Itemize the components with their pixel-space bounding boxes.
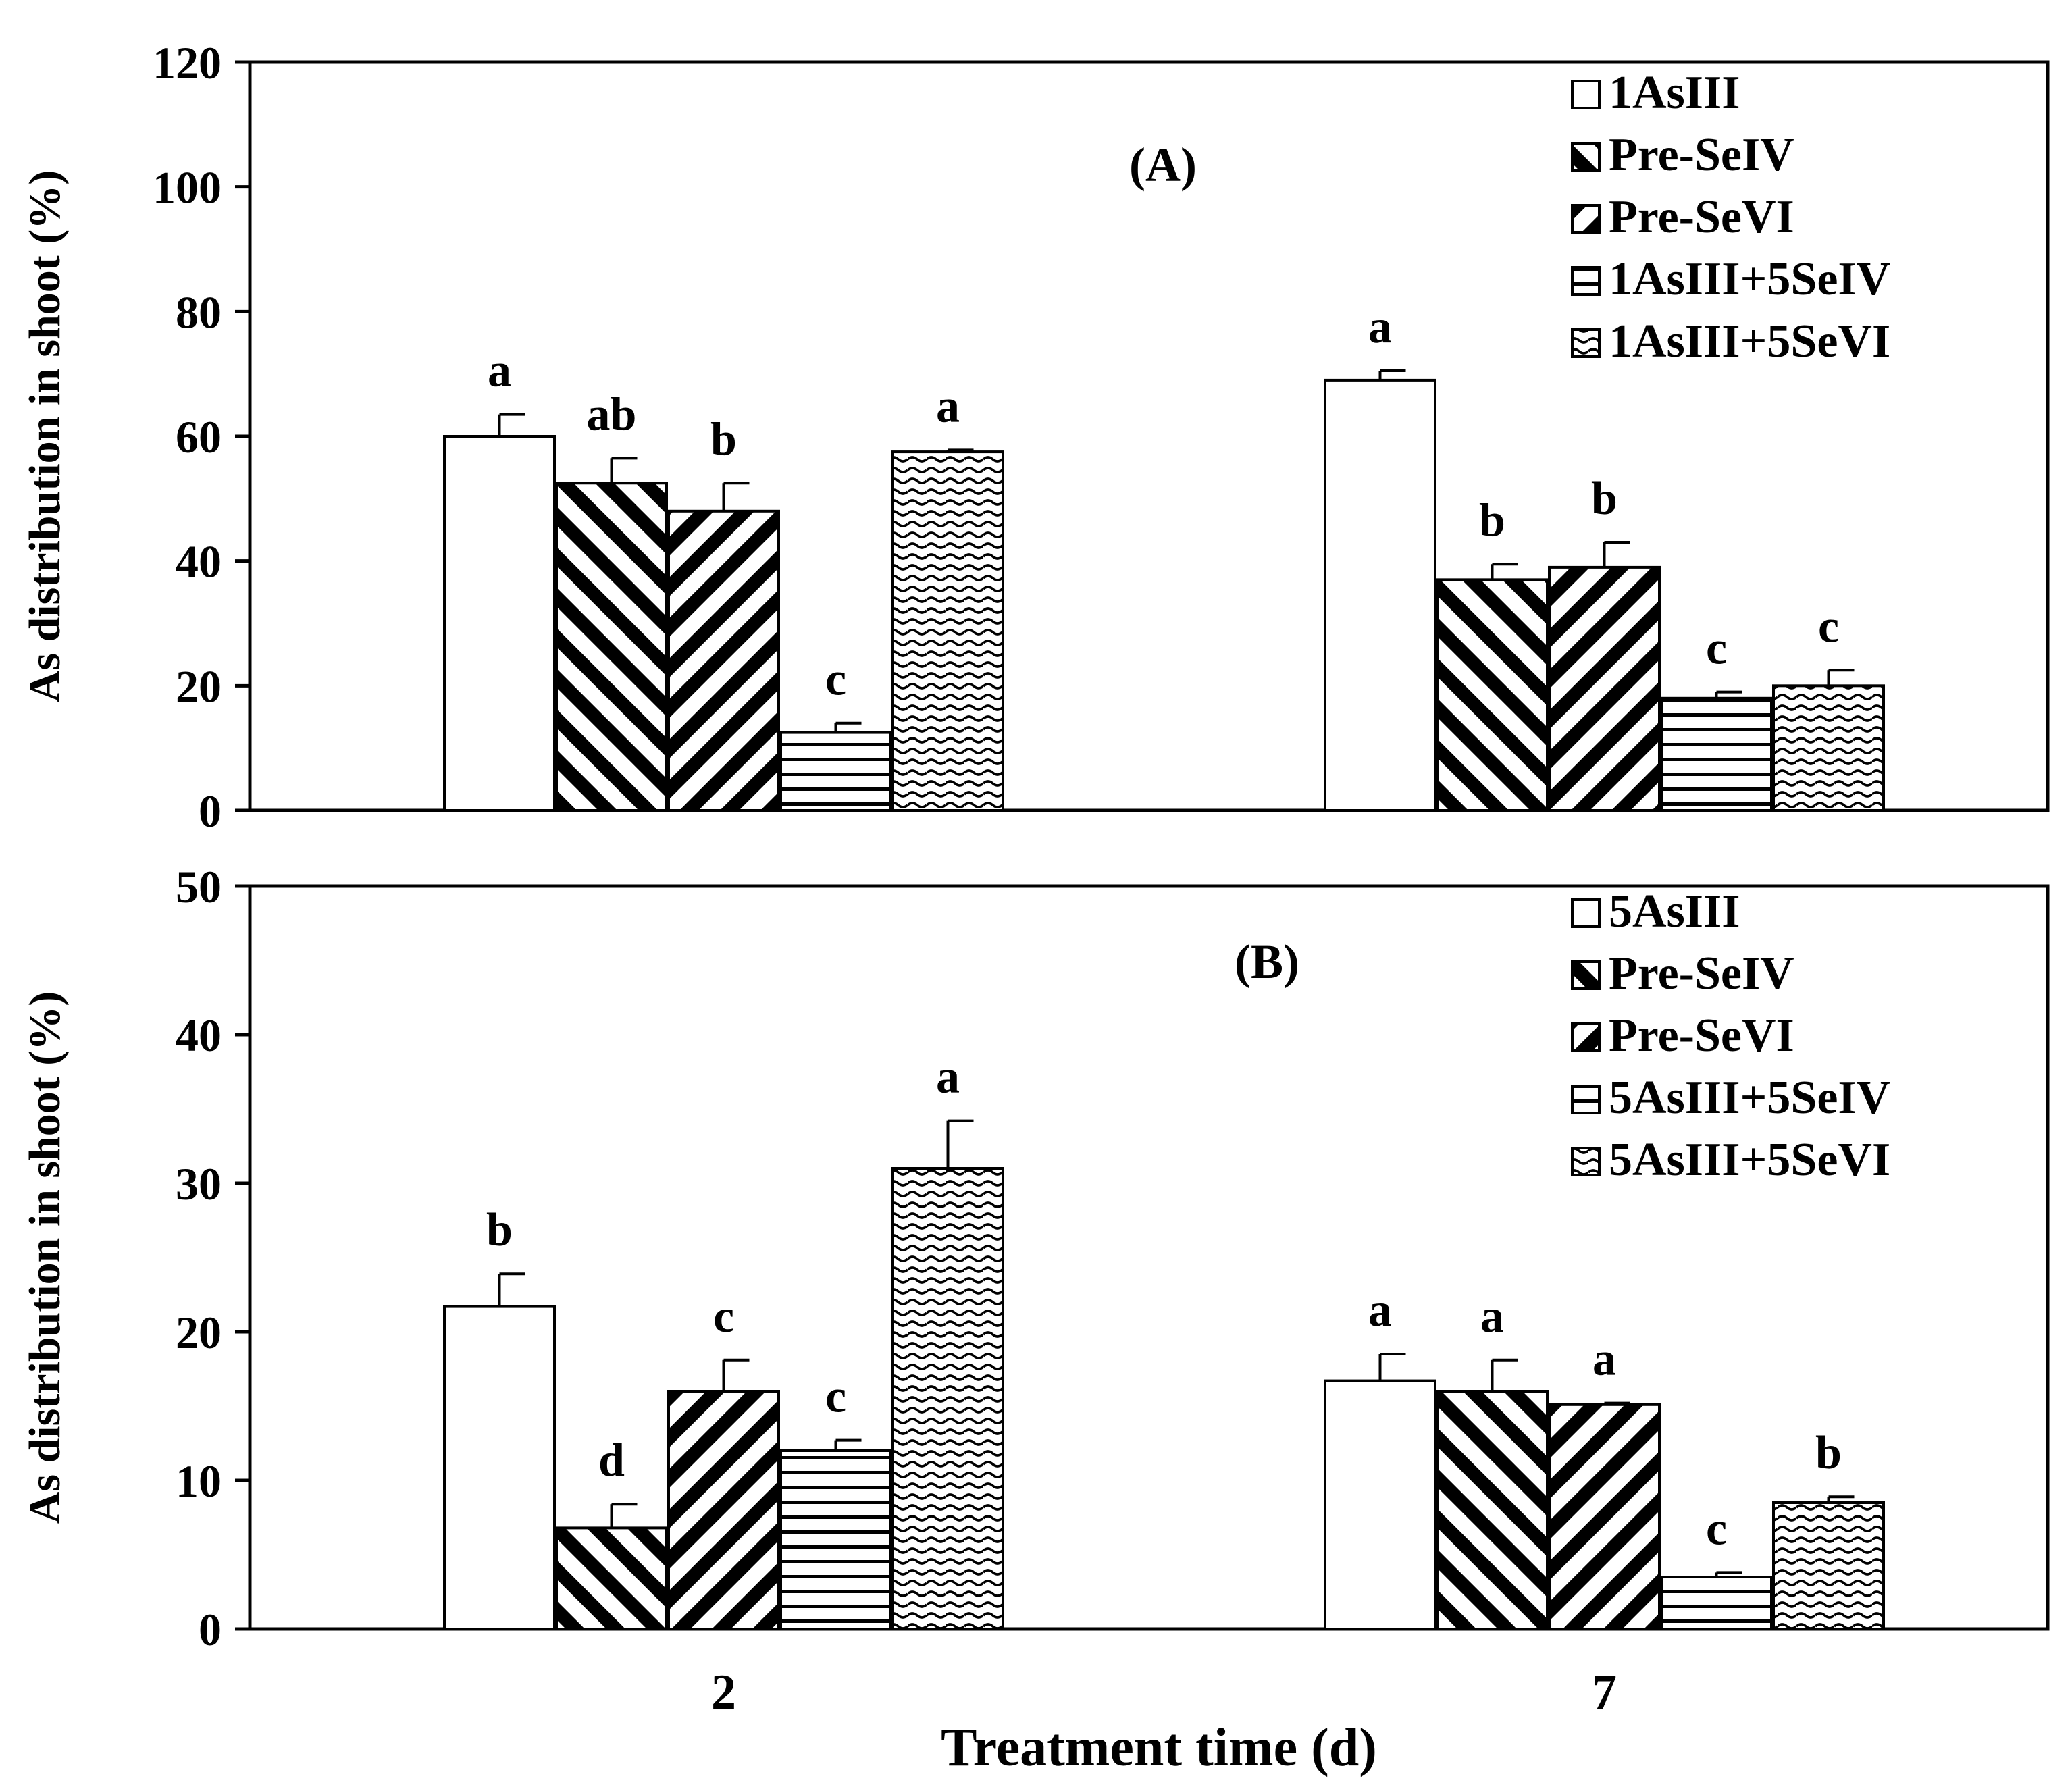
bar [1436, 578, 1549, 812]
legend-label: 1AsIII+5SeVI [1609, 315, 1890, 367]
significance-letter: c [713, 1291, 734, 1343]
x-tick-label: 7 [1592, 1665, 1617, 1720]
panel-b-chart: 0 10 20 30 40 50 As distribution in shoot (%) (… [20, 861, 2050, 1720]
legend-swatch [1571, 1085, 1601, 1114]
y-tick-label: 60 [176, 411, 222, 463]
significance-letter: c [825, 654, 846, 706]
legend-label: Pre-SeVI [1609, 191, 1794, 243]
bar [1324, 1379, 1436, 1630]
y-tick-label: 20 [176, 1307, 222, 1358]
y-tick-label: 10 [176, 1455, 222, 1507]
legend-label: Pre-SeIV [1609, 129, 1794, 181]
x-axis-title: Treatment time (d) [941, 1718, 1377, 1778]
bar [1772, 684, 1885, 812]
y-tick-label: 120 [153, 37, 222, 88]
y-tick-label: 20 [176, 660, 222, 712]
legend-swatch [1571, 266, 1601, 296]
y-tick-label: 0 [199, 1604, 222, 1655]
significance-letter: b [1591, 473, 1617, 525]
legend-swatch [1571, 1022, 1601, 1052]
significance-letter: a [1368, 301, 1392, 353]
y-tick-label: 0 [199, 785, 222, 837]
legend-swatch [1571, 204, 1601, 234]
significance-letter: a [488, 345, 511, 397]
legend-swatch [1571, 960, 1601, 990]
bar [1660, 696, 1773, 812]
legend-label: Pre-SeVI [1609, 1010, 1794, 1062]
significance-letter: c [1818, 600, 1839, 652]
significance-letter: a [1480, 1291, 1504, 1343]
legend-label: 5AsIII+5SeVI [1609, 1134, 1890, 1186]
y-tick-label: 80 [176, 286, 222, 338]
y-axis-title: As distribution in shoot (%) [20, 170, 70, 703]
bar [1436, 1390, 1549, 1630]
significance-letter: b [1479, 494, 1505, 546]
bar [555, 482, 668, 812]
significance-letter: a [1592, 1334, 1616, 1386]
panel-label: (B) [1235, 935, 1299, 989]
y-tick-label: 30 [176, 1158, 222, 1210]
bar [1660, 1576, 1773, 1630]
significance-letter: c [1706, 623, 1727, 675]
legend-swatch [1571, 80, 1601, 109]
y-tick-label: 40 [176, 536, 222, 588]
significance-letter: c [1706, 1503, 1727, 1555]
panel-a-chart: 0 20 40 60 80 100 120 As distribution in shoot … [20, 37, 2050, 837]
bar [1548, 565, 1661, 812]
y-tick-label: 100 [153, 162, 222, 213]
bar [555, 1526, 668, 1630]
bar [443, 435, 556, 812]
bar [667, 509, 780, 812]
legend-swatch [1571, 142, 1601, 172]
plot-frame [248, 884, 2050, 1631]
bar [1548, 1403, 1661, 1631]
significance-letter: b [486, 1204, 513, 1256]
bar [667, 1390, 780, 1630]
significance-letter: ab [587, 388, 637, 440]
legend-label: 5AsIII+5SeIV [1609, 1072, 1890, 1124]
legend-swatch [1571, 898, 1601, 928]
x-tick-label: 2 [711, 1665, 736, 1720]
legend-swatch [1571, 1147, 1601, 1176]
legend-label: 1AsIII+5SeIV [1609, 253, 1890, 305]
significance-letter: a [1368, 1285, 1392, 1337]
significance-letter: d [598, 1434, 625, 1486]
panel-label: (A) [1129, 138, 1197, 192]
bar [779, 731, 892, 812]
significance-letter: c [825, 1371, 846, 1423]
bar [443, 1305, 556, 1630]
significance-letter: b [710, 413, 737, 465]
bar [779, 1449, 892, 1630]
bar [891, 450, 1004, 812]
bar [1772, 1501, 1885, 1630]
legend-label: 5AsIII [1609, 885, 1740, 937]
bar [1324, 378, 1436, 812]
significance-letter: a [936, 1052, 960, 1104]
legend-label: Pre-SeIV [1609, 948, 1794, 1000]
significance-letter: a [936, 380, 960, 432]
legend-swatch [1571, 328, 1601, 358]
y-tick-label: 40 [176, 1010, 222, 1061]
legend-label: 1AsIII [1609, 67, 1740, 119]
y-tick-label: 50 [176, 861, 222, 912]
bar [891, 1167, 1004, 1630]
y-axis-title: As distribution in shoot (%) [20, 991, 70, 1524]
significance-letter: b [1815, 1427, 1842, 1479]
